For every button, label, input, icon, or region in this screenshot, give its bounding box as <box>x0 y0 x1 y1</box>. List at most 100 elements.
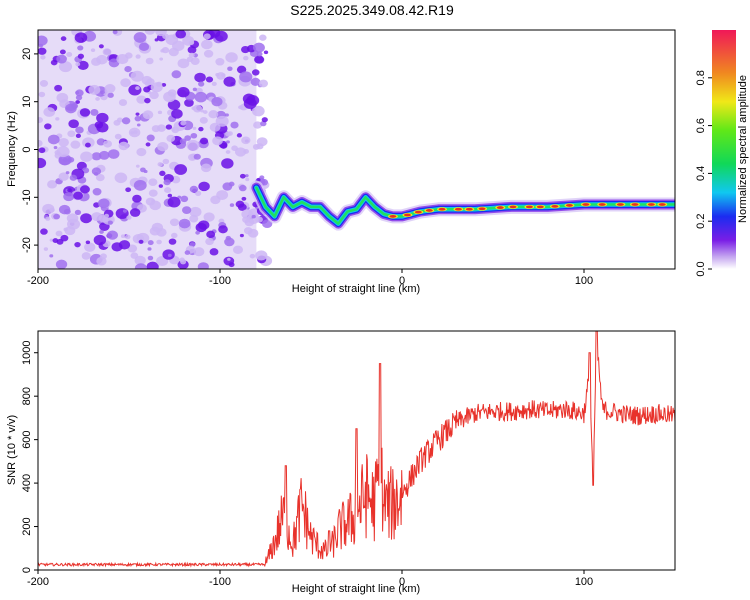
noise-speckle <box>135 86 140 91</box>
noise-speckle <box>91 152 102 161</box>
spectrogram-x-tick-label: 0 <box>399 275 405 287</box>
noise-speckle <box>56 146 70 158</box>
snr-line <box>38 331 675 568</box>
noise-speckle <box>63 208 71 215</box>
noise-speckle <box>67 188 72 193</box>
noise-speckle <box>128 84 142 96</box>
noise-speckle <box>162 33 169 40</box>
figure-title: S225.2025.349.08.42.R19 <box>290 2 454 18</box>
spectrogram-ridge <box>249 180 675 231</box>
noise-speckle <box>97 198 110 209</box>
noise-speckle <box>38 116 43 124</box>
noise-speckle <box>171 109 183 119</box>
noise-speckle <box>167 253 172 257</box>
noise-speckle <box>47 134 60 145</box>
noise-speckle <box>239 233 244 238</box>
spectrogram-y-tick-label: -10 <box>21 189 33 205</box>
noise-speckle <box>163 179 171 186</box>
noise-speckle <box>180 195 189 203</box>
noise-speckle <box>222 182 233 191</box>
snr-panel: -200 -100 0 100 0 200 400 600 800 1000 Height of… <box>6 330 676 595</box>
noise-speckle <box>39 79 49 87</box>
snr-series <box>38 331 675 568</box>
noise-speckle <box>157 110 163 115</box>
noise-speckle <box>84 242 96 252</box>
ridge-core <box>658 203 666 206</box>
colorbar-ticks: 0.0 0.2 0.4 0.6 0.8 <box>695 70 712 277</box>
noise-speckle <box>149 226 161 236</box>
spectrogram-x-tick-label: -200 <box>27 275 49 287</box>
noise-speckle <box>100 90 105 95</box>
noise-speckle <box>167 99 181 111</box>
ridge-core <box>631 203 639 206</box>
noise-speckle <box>103 140 112 148</box>
noise-speckle <box>167 89 177 97</box>
noise-speckle <box>188 52 195 58</box>
noise-speckle <box>253 121 262 129</box>
noise-speckle <box>70 140 81 149</box>
ridge-core <box>551 204 559 208</box>
noise-speckle <box>114 172 128 184</box>
noise-speckle <box>192 87 197 92</box>
noise-speckle <box>135 112 140 116</box>
noise-speckle <box>226 140 230 144</box>
noise-speckle <box>182 206 192 215</box>
noise-speckle <box>218 225 228 234</box>
noise-speckle <box>127 244 138 253</box>
noise-speckle <box>177 87 190 98</box>
colorbar-label: Normalized spectral amplitude <box>737 75 749 223</box>
noise-speckle <box>98 44 104 49</box>
noise-speckle <box>156 81 163 87</box>
noise-speckle <box>56 54 67 64</box>
noise-speckle <box>225 131 232 137</box>
noise-speckle <box>184 135 192 141</box>
snr-x-axis-label: Height of straight line (km) <box>292 583 420 595</box>
noise-speckle <box>67 218 81 230</box>
snr-y-tick-label: 200 <box>21 517 33 535</box>
noise-speckle <box>157 162 163 167</box>
noise-speckle <box>75 94 83 101</box>
colorbar-tick-label: 0.6 <box>695 118 707 133</box>
noise-speckle <box>66 52 73 57</box>
noise-speckle <box>148 189 158 197</box>
noise-speckle <box>203 110 208 114</box>
noise-speckle <box>162 158 170 165</box>
noise-speckle <box>241 136 251 145</box>
noise-speckle <box>195 230 200 235</box>
noise-speckle <box>219 142 228 149</box>
ridge-core <box>414 210 422 214</box>
noise-speckle <box>180 120 187 126</box>
noise-speckle <box>60 234 69 242</box>
noise-speckle <box>171 128 176 132</box>
noise-speckle <box>49 254 54 258</box>
noise-speckle <box>47 180 58 189</box>
noise-speckle <box>126 215 132 220</box>
colorbar-tick-label: 0.0 <box>695 261 707 276</box>
noise-speckle <box>75 100 80 104</box>
noise-speckle <box>80 151 93 162</box>
noise-speckle <box>75 126 84 134</box>
noise-speckle <box>184 250 191 255</box>
noise-speckle <box>80 213 93 224</box>
noise-speckle <box>49 238 54 242</box>
noise-speckle <box>146 134 155 142</box>
spectrogram-y-tick-label: 0 <box>21 146 33 152</box>
snr-y-tick-label: 0 <box>21 567 33 573</box>
noise-speckle <box>189 185 199 193</box>
noise-speckle <box>120 234 126 238</box>
noise-speckle <box>99 253 107 260</box>
noise-speckle <box>244 174 249 178</box>
noise-speckle <box>58 61 73 73</box>
noise-speckle <box>203 212 215 222</box>
noise-speckle <box>120 78 131 88</box>
spectrogram-y-tick-label: 10 <box>21 96 33 108</box>
noise-speckle <box>38 139 43 147</box>
noise-speckle <box>106 230 118 240</box>
noise-speckle <box>90 109 99 116</box>
noise-speckle <box>256 177 261 182</box>
noise-speckle <box>143 86 151 93</box>
noise-speckle <box>134 255 146 266</box>
noise-speckle <box>142 110 154 120</box>
noise-speckle <box>148 178 158 186</box>
noise-speckle <box>166 134 176 143</box>
